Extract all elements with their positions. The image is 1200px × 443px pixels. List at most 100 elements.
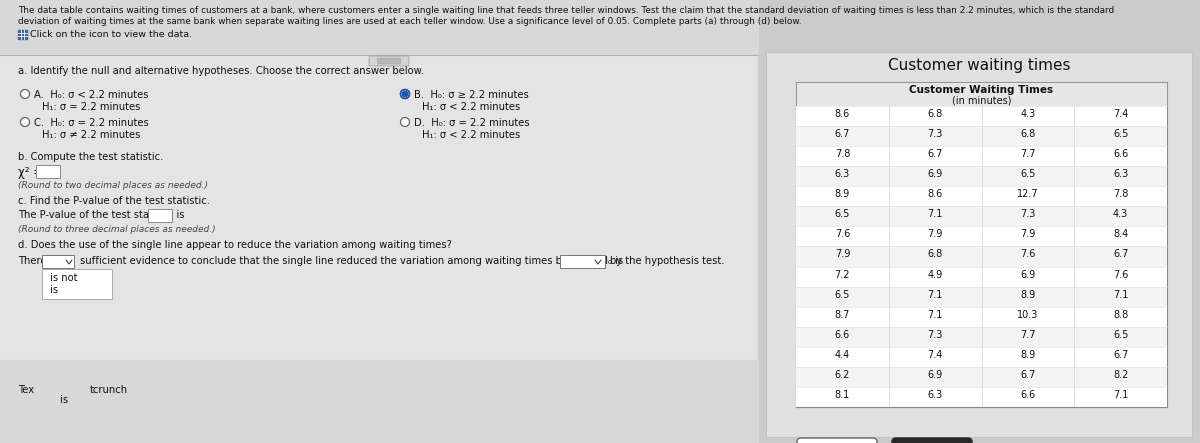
Bar xyxy=(148,209,172,222)
Text: is: is xyxy=(60,395,68,405)
Text: 7.3: 7.3 xyxy=(928,129,943,139)
Circle shape xyxy=(20,117,30,127)
Text: D.  H₀: σ = 2.2 minutes: D. H₀: σ = 2.2 minutes xyxy=(414,118,529,128)
Text: 6.6: 6.6 xyxy=(1114,149,1128,159)
Text: d. Does the use of the single line appear to reduce the variation among waiting : d. Does the use of the single line appea… xyxy=(18,240,452,250)
Text: The data table contains waiting times of customers at a bank, where customers en: The data table contains waiting times of… xyxy=(18,6,1114,15)
FancyBboxPatch shape xyxy=(892,438,972,443)
Text: 4.9: 4.9 xyxy=(928,269,943,280)
Text: 6.7: 6.7 xyxy=(835,129,850,139)
Bar xyxy=(0,0,758,55)
Circle shape xyxy=(20,89,30,98)
Bar xyxy=(42,269,112,299)
Text: b. Compute the test statistic.: b. Compute the test statistic. xyxy=(18,152,163,162)
Bar xyxy=(796,146,1166,166)
Bar xyxy=(796,186,1166,206)
Bar xyxy=(18,30,28,39)
Text: 4.4: 4.4 xyxy=(835,350,850,360)
Bar xyxy=(796,367,1166,387)
Text: 6.9: 6.9 xyxy=(928,169,943,179)
Bar xyxy=(796,82,1166,407)
Text: 8.6: 8.6 xyxy=(928,189,943,199)
Text: 6.7: 6.7 xyxy=(1112,249,1128,260)
Text: 7.6: 7.6 xyxy=(835,229,850,239)
Text: Customer Waiting Times: Customer Waiting Times xyxy=(910,85,1054,95)
Bar xyxy=(758,0,1200,443)
Text: is not: is not xyxy=(50,273,78,283)
Text: H₁: σ < 2.2 minutes: H₁: σ < 2.2 minutes xyxy=(422,130,521,140)
Text: is: is xyxy=(50,285,58,295)
Text: 7.8: 7.8 xyxy=(1112,189,1128,199)
Text: 6.5: 6.5 xyxy=(1112,330,1128,340)
Text: 6.2: 6.2 xyxy=(835,370,850,380)
Text: 8.8: 8.8 xyxy=(1114,310,1128,320)
Bar xyxy=(766,52,1192,437)
Bar xyxy=(796,106,1166,126)
Text: 6.3: 6.3 xyxy=(1114,169,1128,179)
Bar xyxy=(796,327,1166,347)
Text: 7.1: 7.1 xyxy=(1112,290,1128,299)
Text: 8.1: 8.1 xyxy=(835,390,850,400)
Text: 7.3: 7.3 xyxy=(1020,210,1036,219)
Text: 7.4: 7.4 xyxy=(1112,109,1128,119)
Circle shape xyxy=(402,91,408,97)
Bar xyxy=(796,287,1166,307)
Text: 6.9: 6.9 xyxy=(1020,269,1036,280)
Bar xyxy=(796,166,1166,186)
Bar xyxy=(796,226,1166,246)
Text: 6.8: 6.8 xyxy=(928,249,943,260)
Text: 7.1: 7.1 xyxy=(928,210,943,219)
Bar xyxy=(0,360,758,443)
Text: 12.7: 12.7 xyxy=(1018,189,1039,199)
Text: C.  H₀: σ = 2.2 minutes: C. H₀: σ = 2.2 minutes xyxy=(34,118,149,128)
Text: H₁: σ = 2.2 minutes: H₁: σ = 2.2 minutes xyxy=(42,102,140,112)
Text: 6.7: 6.7 xyxy=(1112,350,1128,360)
Text: by the hypothesis test.: by the hypothesis test. xyxy=(610,256,725,266)
Bar xyxy=(796,246,1166,267)
FancyBboxPatch shape xyxy=(378,58,401,64)
FancyBboxPatch shape xyxy=(797,438,877,443)
Text: H₁: σ < 2.2 minutes: H₁: σ < 2.2 minutes xyxy=(422,102,521,112)
Text: 7.6: 7.6 xyxy=(1112,269,1128,280)
Text: 7.4: 7.4 xyxy=(928,350,943,360)
Text: B.  H₀: σ ≥ 2.2 minutes: B. H₀: σ ≥ 2.2 minutes xyxy=(414,90,529,100)
Text: 6.5: 6.5 xyxy=(835,210,850,219)
Text: 4.3: 4.3 xyxy=(1020,109,1036,119)
Text: 6.8: 6.8 xyxy=(1020,129,1036,139)
Bar xyxy=(796,206,1166,226)
Text: There: There xyxy=(18,256,47,266)
Text: 6.6: 6.6 xyxy=(835,330,850,340)
Text: a. Identify the null and alternative hypotheses. Choose the correct answer below: a. Identify the null and alternative hyp… xyxy=(18,66,424,76)
Text: (Round to two decimal places as needed.): (Round to two decimal places as needed.) xyxy=(18,181,208,190)
Text: 6.5: 6.5 xyxy=(835,290,850,299)
Text: 6.5: 6.5 xyxy=(1020,169,1036,179)
Text: c. Find the P-value of the test statistic.: c. Find the P-value of the test statisti… xyxy=(18,196,210,206)
Text: 10.3: 10.3 xyxy=(1018,310,1038,320)
Text: Click on the icon to view the data.: Click on the icon to view the data. xyxy=(30,30,192,39)
Bar xyxy=(796,307,1166,327)
Text: 7.7: 7.7 xyxy=(1020,330,1036,340)
Text: Tex: Tex xyxy=(18,385,34,395)
Text: 8.6: 8.6 xyxy=(835,109,850,119)
Text: 6.5: 6.5 xyxy=(1112,129,1128,139)
Circle shape xyxy=(401,117,409,127)
Text: 7.7: 7.7 xyxy=(1020,149,1036,159)
Bar xyxy=(796,267,1166,287)
Text: 8.9: 8.9 xyxy=(1020,290,1036,299)
Bar xyxy=(796,387,1166,407)
Text: (in minutes): (in minutes) xyxy=(952,95,1012,105)
Bar xyxy=(796,82,1166,106)
Text: 7.6: 7.6 xyxy=(1020,249,1036,260)
Text: H₁: σ ≠ 2.2 minutes: H₁: σ ≠ 2.2 minutes xyxy=(42,130,140,140)
Text: 6.8: 6.8 xyxy=(928,109,943,119)
Text: 8.2: 8.2 xyxy=(1112,370,1128,380)
Text: 8.4: 8.4 xyxy=(1114,229,1128,239)
Text: 7.1: 7.1 xyxy=(928,310,943,320)
Text: 6.3: 6.3 xyxy=(835,169,850,179)
FancyBboxPatch shape xyxy=(370,56,409,66)
Text: χ² =: χ² = xyxy=(18,166,43,179)
Text: 8.7: 8.7 xyxy=(835,310,850,320)
Text: 6.9: 6.9 xyxy=(928,370,943,380)
Text: 7.1: 7.1 xyxy=(928,290,943,299)
Bar xyxy=(0,0,758,443)
